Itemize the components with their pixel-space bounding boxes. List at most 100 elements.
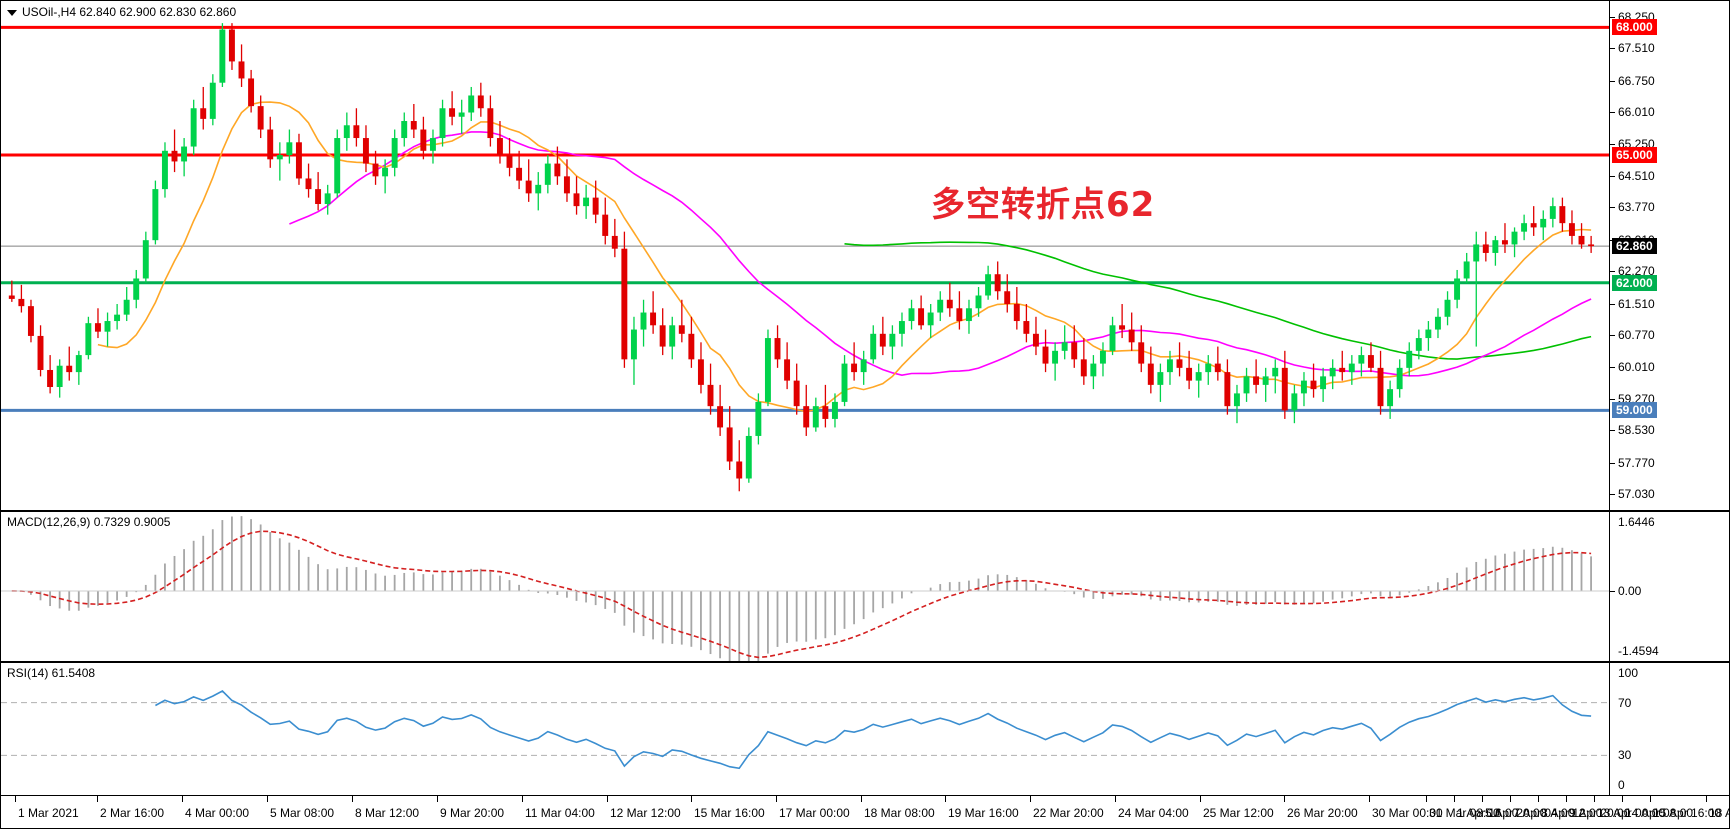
rsi-panel[interactable]: 100 70 30 0 RSI(14) 61.5408: [0, 662, 1730, 796]
price-axis-tick: [1610, 48, 1615, 50]
time-axis-tick: [522, 796, 523, 802]
time-axis-tick: [861, 796, 862, 802]
time-axis-tick: [1510, 796, 1511, 802]
price-axis-tick: [1610, 398, 1615, 400]
price-level-badge[interactable]: 65.000: [1612, 147, 1657, 164]
price-axis-label: 60.770: [1618, 328, 1655, 343]
time-axis-tick: [97, 796, 98, 802]
price-level-badge[interactable]: 59.000: [1612, 402, 1657, 419]
rsi-plot-area[interactable]: [1, 663, 1609, 795]
time-axis-tick: [267, 796, 268, 802]
time-axis-label: 15 Mar 16:00: [694, 806, 765, 820]
time-axis-label: 30 Mar 00:00: [1372, 806, 1443, 820]
time-axis-label: 1 Apr 16:00: [1457, 806, 1519, 820]
time-axis-label: 31 Mar 08:00: [1429, 806, 1500, 820]
time-axis-tick: [1284, 796, 1285, 802]
rsi-axis-label: 100: [1618, 666, 1639, 680]
time-axis-tick: [607, 796, 608, 802]
price-axis[interactable]: 68.250 67.510 66.750 66.010 65.250 64.510 63.7…: [1609, 1, 1729, 510]
time-axis-tick: [1566, 796, 1567, 802]
time-axis-tick: [1594, 796, 1595, 802]
time-axis-label: 5 Mar 08:00: [270, 806, 335, 820]
time-axis-tick: [182, 796, 183, 802]
price-axis-tick: [1610, 303, 1615, 305]
price-axis-tick: [1610, 462, 1615, 464]
time-axis-label: 14 Apr 08:00: [1625, 806, 1694, 820]
price-panel[interactable]: 68.250 67.510 66.750 66.010 65.250 64.510 63.7…: [0, 0, 1730, 511]
time-axis-tick: [1115, 796, 1116, 802]
time-axis-tick: [1482, 796, 1483, 802]
time-axis-tick: [1454, 796, 1455, 802]
price-axis-tick: [1610, 175, 1615, 177]
price-axis-label: 61.510: [1618, 296, 1655, 311]
time-axis-tick: [1538, 796, 1539, 802]
time-axis-tick: [1650, 796, 1651, 802]
rsi-axis-label: 30: [1618, 748, 1632, 763]
time-axis-label: 24 Mar 04:00: [1118, 806, 1189, 820]
time-axis-tick: [776, 796, 777, 802]
time-axis-label: 9 Apr 20:00: [1569, 806, 1631, 820]
time-axis-label: 5 Apr 20:00: [1485, 806, 1547, 820]
time-axis-tick: [1622, 796, 1623, 802]
price-axis-label: 66.750: [1618, 73, 1655, 88]
price-level-badge[interactable]: 62.000: [1612, 274, 1657, 291]
price-axis-label: 58.530: [1618, 423, 1655, 438]
time-axis-label: 8 Apr 12:00: [1541, 806, 1603, 820]
price-axis-label: 63.770: [1618, 200, 1655, 215]
time-axis[interactable]: 1 Mar 2021 2 Mar 16:00 4 Mar 00:00 5 Mar 08…: [0, 796, 1730, 829]
time-axis-tick: [15, 796, 16, 802]
price-plot-area[interactable]: [1, 1, 1609, 510]
price-axis-tick: [1610, 367, 1615, 369]
time-axis-label: 4 Mar 00:00: [185, 806, 250, 820]
price-level-badge[interactable]: 62.860: [1612, 238, 1657, 255]
price-level-badge[interactable]: 68.000: [1612, 19, 1657, 36]
time-axis-label: 18 Mar 08:00: [864, 806, 935, 820]
time-axis-label: 9 Mar 20:00: [440, 806, 505, 820]
rsi-axis-label: 70: [1618, 695, 1632, 710]
macd-panel[interactable]: 1.6446 0.00 -1.4594 MACD(12,26,9) 0.7329 0…: [0, 511, 1730, 662]
time-axis-label: 1 Mar 2021: [18, 806, 79, 820]
time-axis-label: 11 Mar 04:00: [525, 806, 595, 820]
price-axis-tick: [1610, 335, 1615, 337]
price-axis-label: 64.510: [1618, 168, 1655, 183]
time-axis-tick: [1030, 796, 1031, 802]
price-axis-tick: [1610, 207, 1615, 209]
price-axis-tick: [1610, 430, 1615, 432]
rsi-label: RSI(14) 61.5408: [7, 666, 96, 680]
price-axis-label: 57.770: [1618, 455, 1655, 470]
time-axis-label: 13 Apr 00:00: [1597, 806, 1666, 820]
symbol-header-text: USOil-,H4 62.840 62.900 62.830 62.860: [22, 5, 237, 19]
time-axis-tick: [945, 796, 946, 802]
macd-axis: 1.6446 0.00 -1.4594: [1609, 512, 1729, 661]
symbol-header: USOil-,H4 62.840 62.900 62.830 62.860: [7, 5, 236, 19]
macd-axis-tick: [1610, 590, 1615, 592]
macd-label: MACD(12,26,9) 0.7329 0.9005: [7, 515, 171, 529]
price-axis-label: 66.010: [1618, 105, 1655, 120]
price-axis-label: 57.030: [1618, 487, 1655, 502]
price-axis-tick: [1610, 494, 1615, 496]
time-axis-label: 15 Apr 16:00: [1653, 806, 1722, 820]
time-axis-label: 7 Apr 04:00: [1513, 806, 1575, 820]
macd-axis-label: 1.6446: [1618, 515, 1655, 529]
rsi-axis: 100 70 30 0: [1609, 663, 1729, 795]
price-axis-tick: [1610, 16, 1615, 18]
macd-plot-area[interactable]: [1, 512, 1609, 661]
caret-down-icon[interactable]: [7, 9, 17, 16]
time-axis-tick: [691, 796, 692, 802]
price-axis-label: 67.510: [1618, 41, 1655, 56]
time-axis-label: 19 Mar 16:00: [948, 806, 1019, 820]
time-axis-tick: [1200, 796, 1201, 802]
time-axis-label: 18 Apr 23:00: [1709, 806, 1730, 820]
price-axis-tick: [1610, 144, 1615, 146]
time-axis-label: 25 Mar 12:00: [1203, 806, 1274, 820]
time-axis-label: 12 Mar 12:00: [610, 806, 681, 820]
time-axis-tick: [437, 796, 438, 802]
macd-axis-label: -1.4594: [1618, 644, 1659, 658]
price-axis-tick: [1610, 112, 1615, 114]
time-axis-label: 22 Mar 20:00: [1033, 806, 1104, 820]
chart-annotation: 多空转折点62: [931, 185, 1156, 225]
time-axis-tick: [1369, 796, 1370, 802]
macd-axis-label: 0.00: [1618, 583, 1642, 598]
time-axis-label: 26 Mar 20:00: [1287, 806, 1358, 820]
